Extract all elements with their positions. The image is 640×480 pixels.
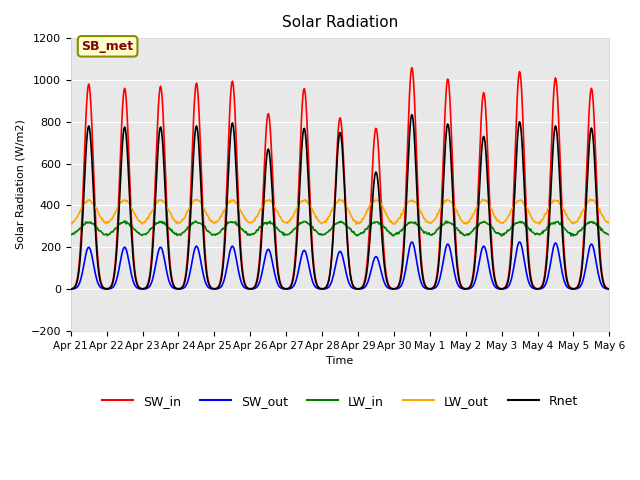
Legend: SW_in, SW_out, LW_in, LW_out, Rnet: SW_in, SW_out, LW_in, LW_out, Rnet [97,390,583,413]
Title: Solar Radiation: Solar Radiation [282,15,398,30]
X-axis label: Time: Time [326,356,354,366]
Text: SB_met: SB_met [81,40,134,53]
Y-axis label: Solar Radiation (W/m2): Solar Radiation (W/m2) [15,120,25,250]
